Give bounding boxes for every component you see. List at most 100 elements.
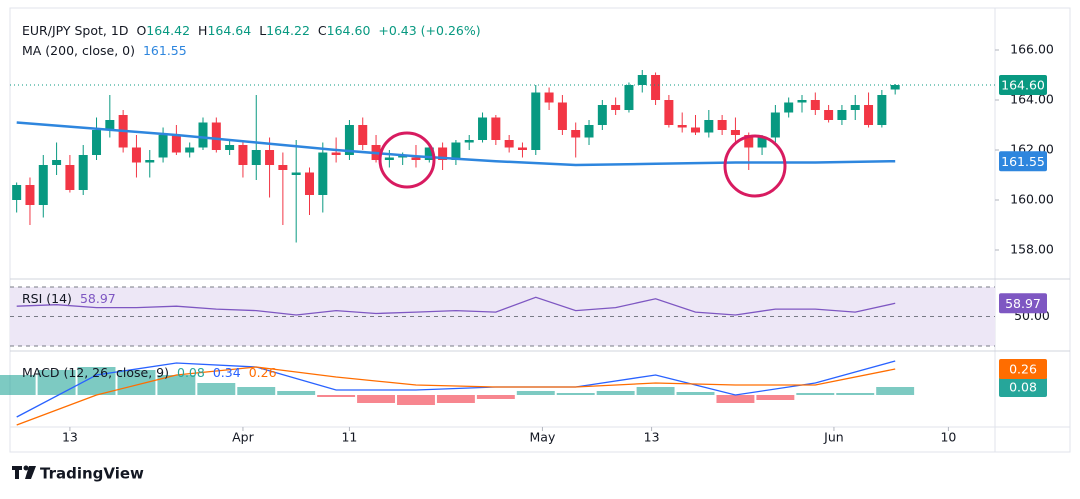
candle-body	[278, 165, 288, 170]
legend-item: MA (200, close, 0)	[22, 43, 135, 58]
legend: MACD (12, 26, close, 9) 0.08 0.34 0.26	[22, 365, 277, 380]
candle-body	[92, 130, 102, 155]
logo-mark	[23, 465, 29, 471]
legend-item: RSI (14)	[22, 291, 72, 306]
candle-body	[624, 85, 634, 110]
candle-body	[318, 152, 328, 195]
legend-item: 0.26	[249, 365, 277, 380]
candle-body	[105, 120, 115, 130]
y-tick-label: 164.00	[1010, 92, 1054, 107]
legend-item: EUR/JPY Spot, 1D	[22, 23, 128, 38]
histogram-bar	[876, 387, 915, 395]
candle-body	[597, 105, 607, 125]
logo-mark	[15, 466, 19, 479]
candle-body	[544, 92, 554, 103]
legend: RSI (14) 58.97	[22, 291, 116, 306]
candle-body	[717, 120, 727, 130]
candle-body	[571, 130, 581, 138]
legend-item: 161.55	[143, 43, 187, 58]
candle-body	[238, 145, 248, 165]
candle-body	[265, 150, 275, 165]
price-label-box	[999, 293, 1047, 314]
candle-body	[331, 152, 341, 155]
candle-body	[730, 130, 740, 135]
candle-body	[784, 102, 794, 113]
legend-item: 164.22	[266, 23, 310, 38]
chart-frame	[9, 7, 1071, 453]
candle-body	[131, 147, 141, 163]
candle-body	[517, 147, 527, 150]
candle-body	[611, 105, 621, 110]
candle-body	[504, 140, 514, 148]
x-tick-label: May	[530, 430, 556, 445]
histogram-bar	[796, 393, 835, 395]
candle-body	[464, 140, 474, 143]
histogram-bar	[596, 391, 635, 395]
candle-body	[557, 102, 567, 130]
candle-body	[478, 117, 488, 140]
histogram-bar	[317, 395, 356, 397]
price-label: 0.26	[1009, 362, 1037, 377]
candle-body	[438, 147, 448, 160]
highlight-circle	[378, 131, 436, 189]
x-tick-label: 13	[62, 430, 78, 445]
logo-mark	[25, 466, 36, 479]
histogram-bar	[37, 370, 76, 395]
macd-line	[16, 360, 896, 418]
legend-item: 164.64	[207, 23, 251, 38]
candle-body	[810, 100, 820, 110]
y-tick-label: 166.00	[1010, 42, 1054, 57]
candle-body	[451, 142, 461, 160]
candle-body	[158, 135, 168, 158]
histogram-bar	[436, 395, 475, 403]
candle-body	[757, 137, 767, 148]
legend: EUR/JPY Spot, 1D O164.42 H164.64 L164.22 C16…	[22, 23, 481, 38]
x-tick-label: 11	[341, 430, 357, 445]
legend-item: 164.60	[327, 23, 371, 38]
candle-body	[344, 125, 354, 155]
candle-body	[358, 125, 368, 145]
candle-body	[78, 155, 88, 190]
x-tick-label: 10	[940, 430, 956, 445]
candle-body	[225, 145, 235, 150]
histogram-bar	[357, 395, 396, 403]
candle-body	[651, 75, 661, 100]
price-label-box	[999, 75, 1047, 95]
candle-body	[864, 105, 874, 125]
candle-body	[677, 125, 687, 128]
candle-body	[304, 172, 314, 195]
histogram-bar	[277, 391, 316, 395]
price-label-box	[999, 377, 1047, 397]
logo: TradingView	[12, 465, 144, 483]
candle-body	[637, 75, 647, 85]
y-tick-label: 158.00	[1010, 242, 1054, 257]
price-label-box	[999, 151, 1047, 172]
legend-item: +0.43 (+0.26%)	[378, 23, 480, 38]
histogram-bar	[836, 393, 875, 395]
candle-body	[877, 95, 887, 125]
candle-body	[211, 122, 221, 150]
legend: MA (200, close, 0) 161.55	[22, 43, 187, 58]
legend-item: H	[198, 23, 207, 38]
price-label: 161.55	[1001, 154, 1045, 169]
candle-body	[691, 127, 701, 133]
candle-body	[12, 185, 22, 200]
candle-body	[185, 147, 195, 153]
legend-item: 58.97	[80, 291, 116, 306]
candle-body	[251, 150, 261, 165]
moving-average	[16, 121, 896, 167]
candle-body	[384, 157, 394, 160]
candle-body	[25, 185, 35, 205]
highlight-circle	[723, 134, 787, 198]
candle-body	[890, 85, 900, 90]
legend-item: 164.42	[146, 23, 190, 38]
legend-item: MACD (12, 26, close, 9)	[22, 365, 169, 380]
candle-body	[531, 92, 541, 150]
y-tick-label: 160.00	[1010, 192, 1054, 207]
candle-body	[704, 120, 714, 133]
candle-body	[744, 135, 754, 148]
candle-body	[770, 112, 780, 138]
rsi-band	[10, 286, 995, 347]
